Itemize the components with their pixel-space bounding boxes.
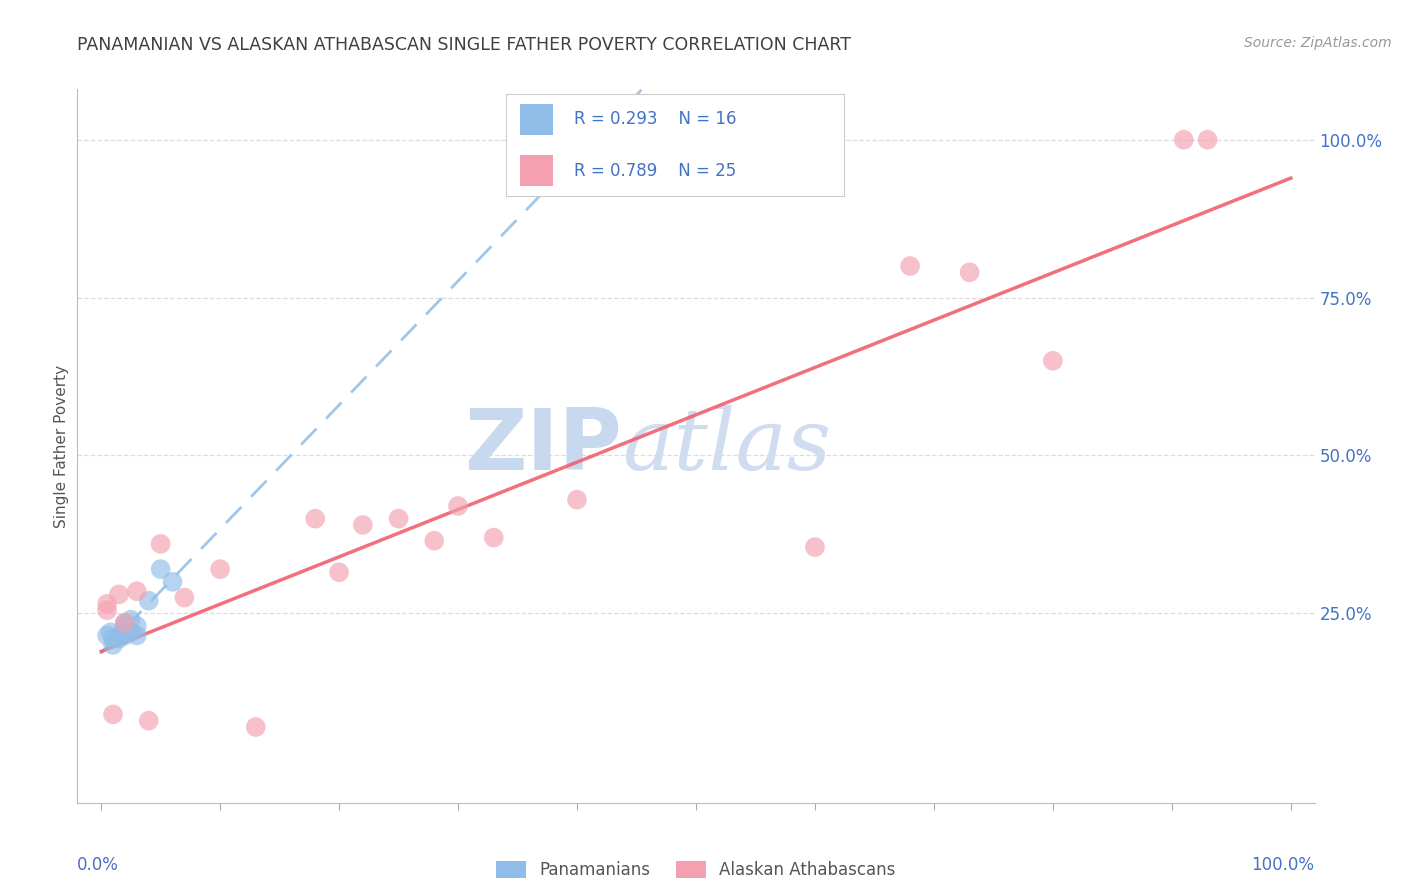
Point [1042, 353, 1064, 368]
Text: Source: ZipAtlas.com: Source: ZipAtlas.com [1244, 36, 1392, 50]
Point [149, 537, 172, 551]
Point [804, 540, 827, 554]
Point [1173, 133, 1195, 147]
Text: 0.0%: 0.0% [77, 856, 120, 874]
Text: R = 0.789    N = 25: R = 0.789 N = 25 [574, 161, 735, 179]
Text: 100.0%: 100.0% [1251, 856, 1315, 874]
Point [101, 638, 124, 652]
Point [108, 632, 131, 646]
Point [100, 625, 122, 640]
Point [209, 562, 232, 576]
Point [138, 714, 160, 728]
Point [111, 625, 134, 640]
Y-axis label: Single Father Poverty: Single Father Poverty [53, 365, 69, 527]
Point [149, 562, 172, 576]
Point [114, 619, 136, 633]
Point [120, 613, 142, 627]
Point [328, 566, 350, 580]
Point [482, 531, 505, 545]
Point [1197, 133, 1219, 147]
Bar [520, 104, 554, 135]
Point [423, 533, 446, 548]
Point [96, 603, 118, 617]
Text: atlas: atlas [621, 405, 831, 487]
Point [447, 499, 470, 513]
Point [173, 591, 195, 605]
Point [114, 615, 136, 630]
Point [125, 628, 148, 642]
Point [114, 615, 136, 630]
Point [304, 511, 326, 525]
Point [96, 628, 118, 642]
Point [101, 632, 124, 646]
Point [565, 492, 588, 507]
Point [898, 259, 921, 273]
Bar [520, 155, 554, 186]
Point [120, 625, 142, 640]
Text: ZIP: ZIP [464, 404, 621, 488]
Point [125, 584, 148, 599]
Point [125, 619, 148, 633]
Point [101, 707, 124, 722]
Point [114, 628, 136, 642]
Point [138, 593, 160, 607]
Point [108, 587, 131, 601]
Point [387, 511, 409, 525]
Point [96, 597, 118, 611]
Text: PANAMANIAN VS ALASKAN ATHABASCAN SINGLE FATHER POVERTY CORRELATION CHART: PANAMANIAN VS ALASKAN ATHABASCAN SINGLE … [77, 36, 851, 54]
Point [162, 574, 184, 589]
Legend: Panamanians, Alaskan Athabascans: Panamanians, Alaskan Athabascans [488, 853, 904, 888]
Point [959, 265, 981, 279]
Text: R = 0.293    N = 16: R = 0.293 N = 16 [574, 111, 737, 128]
Point [352, 517, 374, 532]
Point [245, 720, 267, 734]
